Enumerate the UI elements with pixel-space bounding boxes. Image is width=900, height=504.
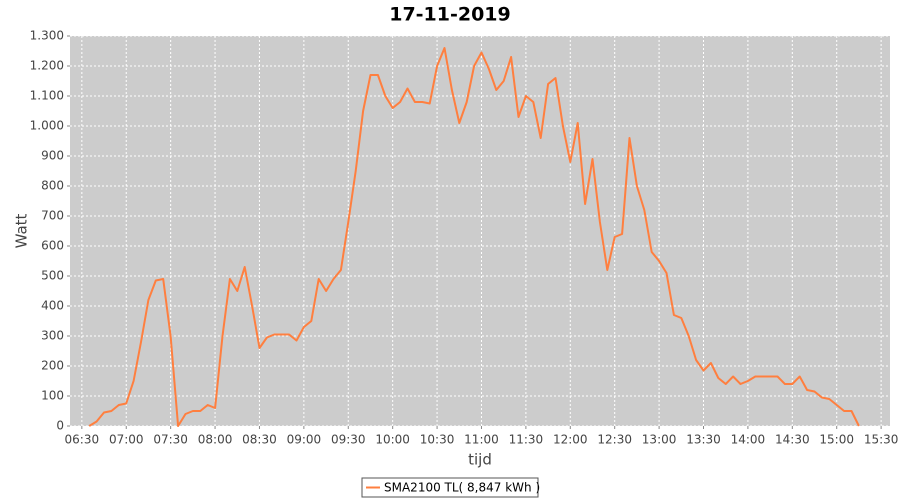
x-tick-label: 13:30: [686, 433, 721, 447]
y-tick-label: 200: [41, 359, 64, 373]
y-tick-label: 500: [41, 269, 64, 283]
y-axis-label: Watt: [13, 213, 31, 248]
y-tick-label: 400: [41, 299, 64, 313]
plot-area: [70, 36, 890, 426]
legend-label: SMA2100 TL( 8,847 kWh ): [384, 481, 540, 495]
x-tick-label: 07:00: [109, 433, 144, 447]
x-tick-label: 10:30: [420, 433, 455, 447]
x-tick-label: 14:00: [731, 433, 766, 447]
x-tick-label: 07:30: [153, 433, 188, 447]
x-tick-label: 08:00: [198, 433, 233, 447]
y-tick-label: 900: [41, 149, 64, 163]
x-axis-label: tijd: [468, 451, 492, 469]
y-tick-label: 100: [41, 389, 64, 403]
y-tick-label: 0: [56, 419, 64, 433]
x-tick-label: 15:00: [819, 433, 854, 447]
x-tick-label: 06:30: [65, 433, 100, 447]
y-tick-label: 800: [41, 179, 64, 193]
x-tick-label: 09:30: [331, 433, 366, 447]
y-tick-label: 700: [41, 209, 64, 223]
x-tick-label: 09:00: [287, 433, 322, 447]
x-tick-label: 08:30: [242, 433, 277, 447]
x-tick-label: 14:30: [775, 433, 810, 447]
y-tick-label: 300: [41, 329, 64, 343]
legend-box: [361, 477, 539, 498]
x-tick-label: 12:30: [597, 433, 632, 447]
y-tick-label: 600: [41, 239, 64, 253]
data-line: [88, 47, 860, 427]
x-tick-label: 11:30: [509, 433, 544, 447]
y-tick-label: 1.000: [30, 119, 64, 133]
x-tick-label: 13:00: [642, 433, 677, 447]
y-tick-label: 1.200: [30, 59, 64, 73]
chart-title: 17-11-2019: [389, 4, 511, 26]
x-tick-label: 11:00: [464, 433, 499, 447]
x-tick-label: 12:00: [553, 433, 588, 447]
x-tick-label: 10:00: [375, 433, 410, 447]
y-tick-label: 1.300: [30, 29, 64, 43]
x-tick-label: 15:30: [864, 433, 899, 447]
y-tick-label: 1.100: [30, 89, 64, 103]
